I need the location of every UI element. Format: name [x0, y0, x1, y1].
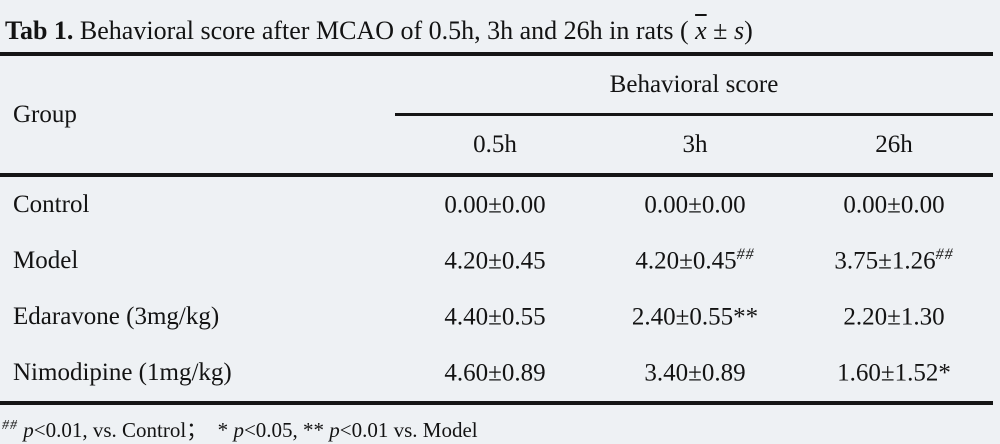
p-symbol: p	[23, 418, 34, 442]
mean-symbol: x	[695, 16, 707, 45]
column-header-group: Group	[0, 54, 395, 177]
p-symbol: p	[233, 418, 244, 442]
cell-value: 0.00±0.00	[644, 191, 746, 219]
table-row-model: Model 4.20±0.45 4.20±0.45## 3.75±1.26##	[0, 233, 993, 289]
row-label: Nimodipine (1mg/kg)	[13, 359, 232, 386]
header-row-top: Group Behavioral score	[0, 54, 994, 177]
cell-value: 4.60±0.89	[444, 359, 546, 387]
table-row-edaravone: Edaravone (3mg/kg) 4.40±0.55 2.40±0.55**…	[0, 289, 993, 345]
cell-value: 4.20±0.45##	[635, 246, 755, 275]
cell-value: 4.20±0.45	[444, 247, 546, 275]
column-header-0-5h: 0.5h	[395, 114, 595, 177]
table-row-control: Control 0.00±0.00 0.00±0.00 0.00±0.00	[0, 175, 993, 233]
caption-close-paren: )	[744, 16, 753, 45]
row-label: Edaravone (3mg/kg)	[13, 303, 220, 330]
row-label: Control	[13, 191, 90, 218]
sd-symbol: s	[733, 16, 745, 45]
cell-value: 1.60±1.52*	[837, 359, 951, 387]
cell-value: 2.20±1.30	[843, 303, 945, 331]
column-header-3h: 3h	[595, 114, 795, 177]
table-footnote: ## p<0.01, vs. Control； * p<0.05, ** p<0…	[0, 414, 1000, 444]
cell-value: 0.00±0.00	[843, 191, 945, 219]
row-label: Model	[13, 247, 79, 274]
table-row-nimodipine: Nimodipine (1mg/kg) 4.60±0.89 3.40±0.89 …	[0, 345, 993, 403]
table-caption-text: Behavioral score after MCAO of 0.5h, 3h …	[73, 16, 696, 45]
footnote-text: <0.01 vs. Model	[339, 418, 478, 442]
header-row-times: 0.5h 3h 26h	[0, 114, 994, 177]
footnote-text: <0.01, vs. Control； *	[33, 418, 234, 442]
cell-value: 2.40±0.55**	[631, 303, 759, 331]
footnote-hash-marker: ##	[2, 418, 18, 433]
column-header-behavioral-score: Behavioral score	[395, 54, 994, 116]
table-caption-number: Tab 1.	[5, 16, 74, 45]
significance-marker: ##	[935, 246, 954, 264]
cell-value: 0.00±0.00	[444, 191, 546, 219]
column-header-26h: 26h	[795, 114, 994, 177]
behavioral-score-table: Group Behavioral score 0.5h 3h 26h Contr…	[0, 52, 994, 405]
plus-minus-symbol: ±	[706, 16, 734, 45]
significance-marker: ##	[736, 246, 755, 264]
footnote-text: <0.05, **	[243, 418, 330, 442]
cell-value: 4.40±0.55	[444, 303, 546, 331]
table-caption: Tab 1. Behavioral score after MCAO of 0.…	[0, 0, 1000, 52]
cell-value: 3.40±0.89	[644, 359, 746, 387]
p-symbol: p	[329, 418, 340, 442]
cell-value: 3.75±1.26##	[834, 246, 954, 275]
